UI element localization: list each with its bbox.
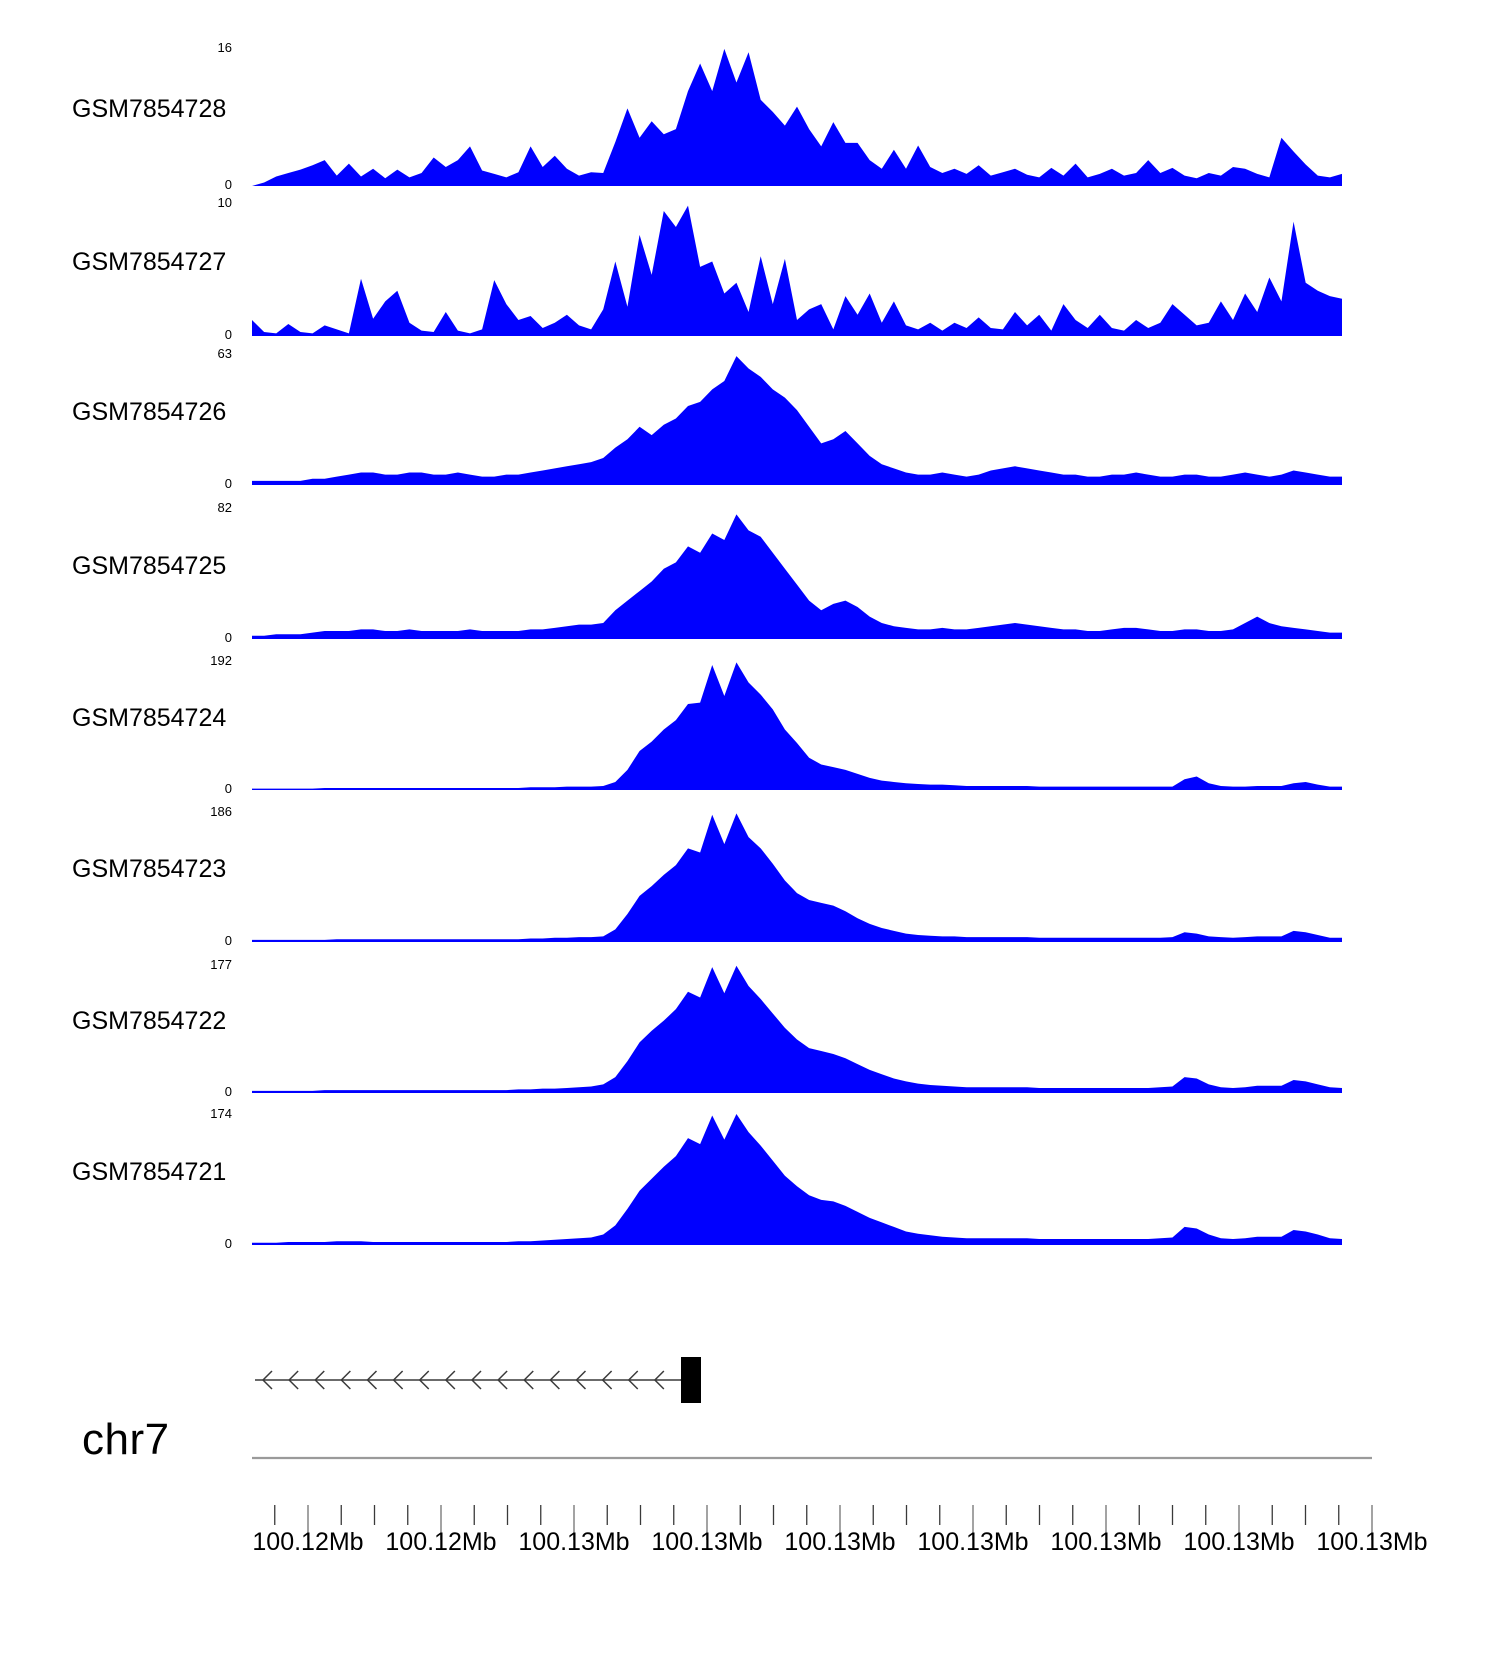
track-label-GSM7854723: GSM7854723: [72, 855, 227, 883]
y-axis-min-GSM7854726: 0: [224, 476, 232, 491]
coverage-profile-GSM7854722[interactable]: [252, 965, 1342, 1094]
axis-tick-label: 100.13Mb: [1050, 1528, 1162, 1556]
track-label-GSM7854728: GSM7854728: [72, 95, 227, 123]
strand-arrow-left-icon: [523, 1370, 534, 1390]
coverage-profile-GSM7854727[interactable]: [252, 203, 1342, 337]
track-label-GSM7854725: GSM7854725: [72, 551, 227, 580]
y-axis-min-GSM7854724: 0: [224, 781, 232, 796]
coverage-profile-GSM7854728[interactable]: [252, 48, 1342, 187]
axis-tick-label: 100.13Mb: [651, 1528, 763, 1556]
chromosome-label: chr7: [82, 1415, 170, 1464]
strand-arrow-left-icon: [418, 1370, 430, 1390]
genome-axis-ruler[interactable]: [0, 1440, 1500, 1550]
y-axis-max-GSM7854721: 174: [210, 1106, 232, 1121]
y-axis-max-GSM7854724: 192: [210, 653, 232, 668]
exon-block: [681, 1357, 701, 1403]
strand-arrow-left-icon: [340, 1370, 351, 1390]
strand-arrow-left-icon: [549, 1370, 560, 1390]
y-axis-max-GSM7854727: 10: [217, 195, 232, 210]
coverage-profile-GSM7854721[interactable]: [252, 1114, 1342, 1246]
strand-arrow-left-icon: [392, 1370, 404, 1390]
y-axis-max-GSM7854722: 177: [210, 957, 232, 972]
coverage-profile-GSM7854725[interactable]: [252, 508, 1342, 640]
strand-arrow-left-icon: [288, 1370, 299, 1390]
axis-tick-label: 100.13Mb: [1316, 1528, 1428, 1556]
axis-tick-label: 100.13Mb: [784, 1528, 896, 1556]
coverage-profile-GSM7854726[interactable]: [252, 354, 1342, 486]
strand-arrow-left-icon: [497, 1370, 508, 1390]
ruler-svg: [252, 1456, 1373, 1540]
coverage-profile-GSM7854724[interactable]: [252, 661, 1342, 791]
y-axis-min-GSM7854727: 0: [224, 327, 232, 342]
axis-tick-label: 100.13Mb: [917, 1528, 1029, 1556]
axis-tick-label: 100.13Mb: [1183, 1528, 1295, 1556]
y-axis-max-GSM7854725: 82: [217, 500, 232, 515]
y-axis-min-GSM7854722: 0: [224, 1084, 232, 1099]
axis-tick-label: 100.12Mb: [252, 1528, 364, 1556]
strand-arrow-left-icon: [575, 1370, 587, 1390]
y-axis-min-GSM7854728: 0: [224, 177, 232, 192]
track-label-GSM7854726: GSM7854726: [72, 397, 227, 426]
strand-arrow-left-icon: [366, 1370, 378, 1390]
track-label-GSM7854722: GSM7854722: [72, 1007, 227, 1035]
track-label-GSM7854721: GSM7854721: [72, 1157, 227, 1186]
track-label-GSM7854727: GSM7854727: [72, 247, 227, 276]
strand-arrow-left-icon: [653, 1370, 665, 1390]
y-axis-min-GSM7854725: 0: [224, 630, 232, 645]
axis-tick-label: 100.13Mb: [518, 1528, 630, 1556]
y-axis-max-GSM7854726: 63: [217, 346, 232, 361]
y-axis-min-GSM7854723: 0: [224, 933, 232, 948]
strand-arrow-left-icon: [627, 1370, 639, 1390]
y-axis-max-GSM7854728: 16: [217, 40, 232, 55]
strand-arrow-left-icon: [444, 1370, 456, 1390]
y-axis-min-GSM7854721: 0: [224, 1236, 232, 1251]
axis-tick-label: 100.12Mb: [385, 1528, 497, 1556]
strand-arrow-left-icon: [470, 1370, 482, 1390]
strand-arrow-left-icon: [314, 1370, 325, 1390]
axis-tick-labels: 100.12Mb 100.12Mb 100.13Mb 100.13Mb 100.13Mb…: [0, 1528, 1500, 1568]
gene-model-track[interactable]: [0, 1345, 1500, 1415]
strand-arrow-left-icon: [601, 1370, 613, 1390]
coverage-profile-GSM7854723[interactable]: [252, 812, 1342, 943]
track-label-GSM7854724: GSM7854724: [72, 703, 227, 732]
y-axis-max-GSM7854723: 186: [210, 804, 232, 819]
strand-arrow-left-icon: [261, 1370, 273, 1390]
gene-model-svg: [255, 1357, 701, 1403]
